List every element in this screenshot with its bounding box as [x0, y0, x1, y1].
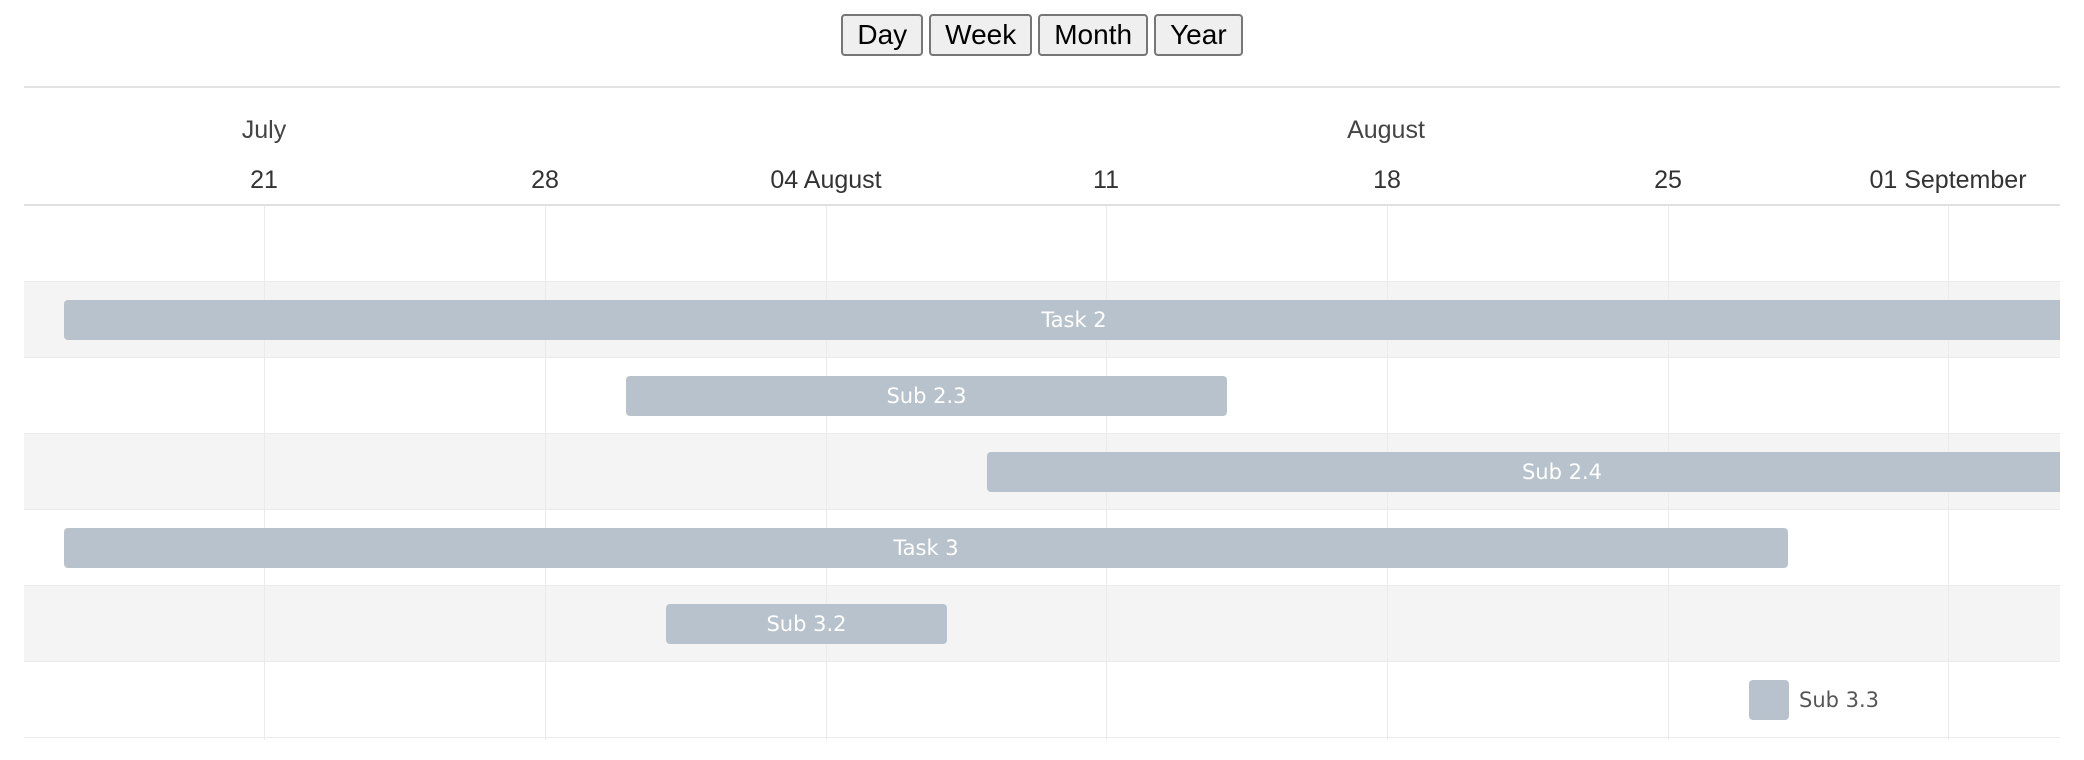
week-label: 01 September: [1869, 166, 2027, 194]
gantt-chart: July August 21 28 04 August 11 18 25 01 …: [24, 86, 2060, 740]
task-row: [24, 358, 2060, 434]
grid-line: [545, 206, 546, 740]
task-bar-task-3[interactable]: Task 3: [64, 528, 1788, 568]
task-bar-label: Sub 3.2: [766, 612, 847, 636]
task-bar-task-2[interactable]: Task 2: [64, 300, 2060, 340]
timeline-header: July August 21 28 04 August 11 18 25 01 …: [24, 86, 2060, 206]
task-bar-sub-3-2[interactable]: Sub 3.2: [666, 604, 947, 644]
task-row: [24, 206, 2060, 282]
week-label: 25: [1654, 166, 1682, 194]
task-row: [24, 586, 2060, 662]
month-label-august: August: [1347, 116, 1425, 144]
month-label-july: July: [241, 116, 287, 144]
grid-line: [264, 206, 265, 740]
task-bar-label: Task 2: [1041, 308, 1107, 332]
gantt-body: Task 2 Sub 2.3 Sub 2.4 Task 3 Sub 3.2 Su…: [24, 206, 2060, 740]
task-bar-label: Task 3: [893, 536, 959, 560]
view-mode-toolbar: Day Week Month Year: [0, 14, 2084, 56]
week-label: 18: [1373, 166, 1401, 194]
task-bar-label: Sub 2.4: [1521, 460, 1603, 484]
task-bar-sub-3-3[interactable]: Sub 3.3: [1749, 680, 1879, 720]
week-view-button[interactable]: Week: [929, 14, 1033, 56]
task-row: [24, 510, 2060, 586]
week-label: 04 August: [770, 166, 882, 194]
day-view-button[interactable]: Day: [841, 14, 924, 56]
task-bar-sub-2-3[interactable]: Sub 2.3: [626, 376, 1227, 416]
week-label: 11: [1093, 166, 1119, 194]
week-label: 21: [250, 166, 278, 194]
task-bar-label: Sub 3.3: [1799, 688, 1880, 712]
task-bar-label: Sub 2.3: [886, 384, 967, 408]
grid-line: [826, 206, 827, 740]
task-bar-sub-2-4[interactable]: Sub 2.4: [987, 452, 2060, 492]
year-view-button[interactable]: Year: [1154, 14, 1243, 56]
week-label: 28: [531, 166, 559, 194]
task-row: [24, 662, 2060, 738]
month-view-button[interactable]: Month: [1038, 14, 1149, 56]
